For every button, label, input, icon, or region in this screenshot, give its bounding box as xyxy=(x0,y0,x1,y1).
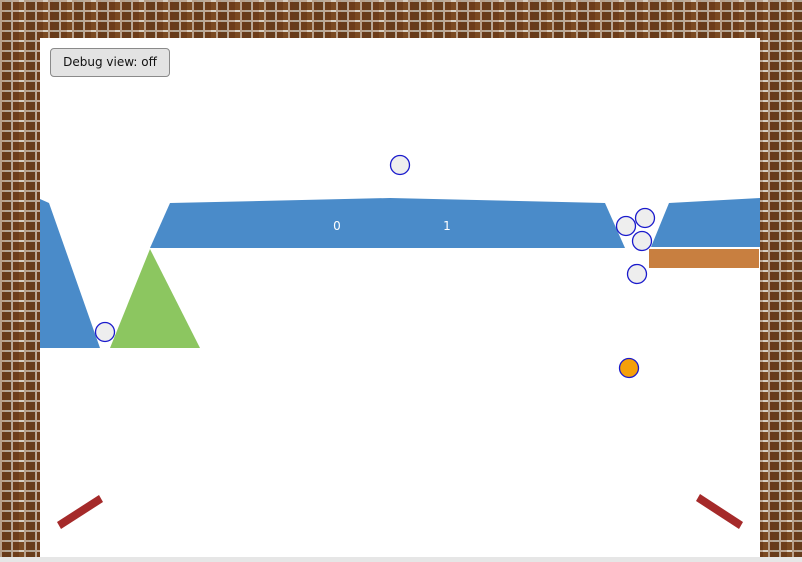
right-track xyxy=(651,198,760,247)
green-triangle xyxy=(110,249,200,348)
ball[interactable] xyxy=(94,321,116,343)
ball[interactable] xyxy=(634,207,656,229)
ball[interactable] xyxy=(626,263,648,285)
ball[interactable] xyxy=(615,215,637,237)
right-flipper[interactable] xyxy=(696,494,743,529)
active-ball[interactable] xyxy=(618,357,640,379)
bottom-strip xyxy=(0,557,802,562)
ball[interactable] xyxy=(389,154,411,176)
segment-label-1: 1 xyxy=(443,219,451,233)
left-ramp xyxy=(40,199,100,348)
orange-platform xyxy=(649,249,759,268)
debug-view-toggle-button[interactable]: Debug view: off xyxy=(50,48,170,77)
left-flipper[interactable] xyxy=(57,495,103,529)
main-track xyxy=(150,198,625,248)
ball[interactable] xyxy=(631,230,653,252)
segment-label-0: 0 xyxy=(333,219,341,233)
